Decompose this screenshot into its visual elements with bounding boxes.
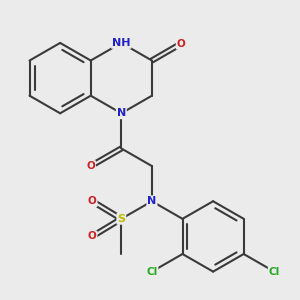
Text: S: S <box>117 214 125 224</box>
Text: O: O <box>88 231 97 242</box>
Text: Cl: Cl <box>269 267 280 277</box>
Text: O: O <box>88 196 97 206</box>
Text: Cl: Cl <box>146 267 158 277</box>
Text: N: N <box>147 196 157 206</box>
Text: O: O <box>86 161 95 171</box>
Text: O: O <box>177 39 185 49</box>
Text: N: N <box>117 108 126 118</box>
Text: NH: NH <box>112 38 130 48</box>
